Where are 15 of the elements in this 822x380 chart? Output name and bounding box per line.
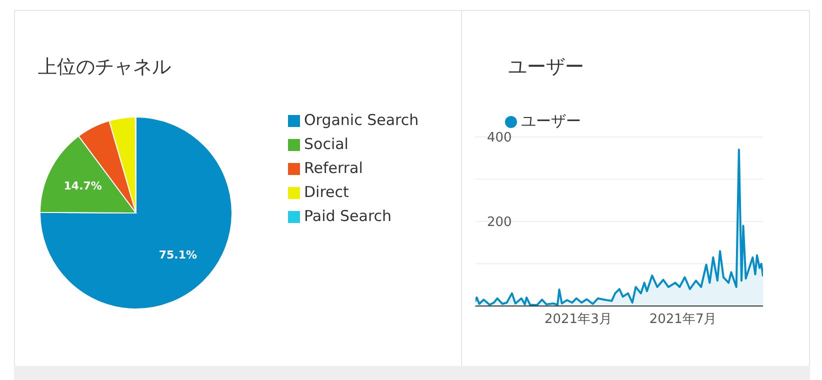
- legend-label: Social: [304, 135, 348, 153]
- chart-title: ユーザー: [508, 55, 584, 80]
- legend-label: Organic Search: [304, 111, 419, 129]
- legend-label: Paid Search: [304, 207, 392, 225]
- chart-title: 上位のチャネル: [38, 55, 171, 80]
- legend-label: ユーザー: [521, 112, 581, 130]
- x-tick-label: 2021年3月: [544, 312, 612, 328]
- legend-label: Direct: [304, 183, 349, 201]
- x-tick-label: 2021年7月: [649, 312, 717, 328]
- data-label: 75.1%: [158, 248, 198, 262]
- pie-slice: [40, 116, 232, 310]
- legend-label: Referral: [304, 159, 363, 177]
- y-tick-label: 400: [487, 130, 512, 146]
- data-label: 14.7%: [64, 180, 102, 193]
- y-tick-label: 200: [487, 215, 512, 230]
